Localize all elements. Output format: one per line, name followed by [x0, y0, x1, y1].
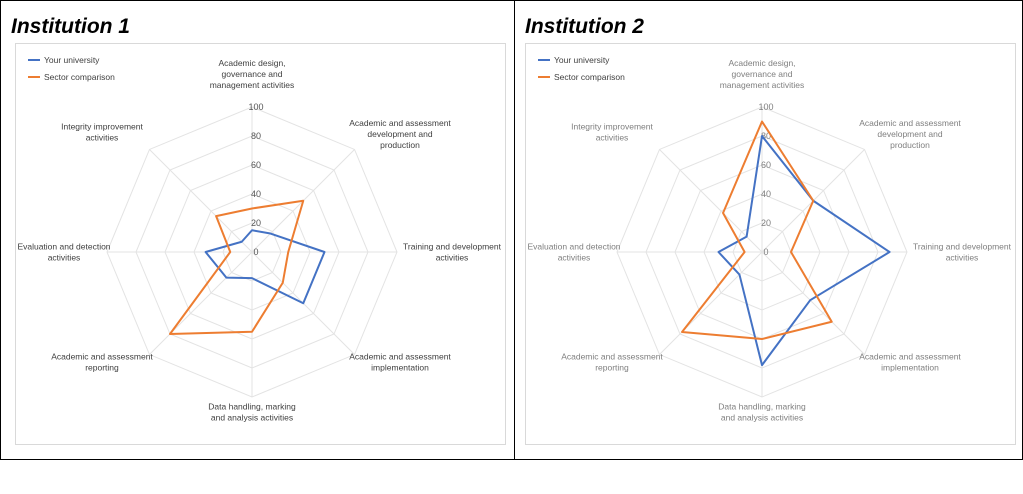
series-your-university-line	[717, 135, 891, 367]
institution-1-panel: Institution 1 0 20 40 60 80 100 Academic desig…	[0, 0, 515, 460]
axis-label-4: Academic and assessment implementation	[859, 352, 961, 373]
axis-label-8: Integrity improvement activities	[571, 122, 653, 143]
axis-label-8: Integrity improvement activities	[61, 122, 143, 143]
tick-label: 100	[248, 102, 263, 112]
axis-label-1: Academic design, governance and management…	[210, 58, 295, 90]
legend-label: Your university	[554, 55, 610, 65]
legend-label: Your university	[44, 55, 100, 65]
axis-label-6: Academic and assessment reporting	[51, 352, 153, 373]
axis-label-3: Training and development activities	[403, 242, 502, 263]
tick-label: 0	[253, 247, 258, 257]
axis-label-2: Academic and assessment development and pr…	[349, 118, 451, 150]
tick-label: 40	[761, 189, 771, 199]
axis-label-7: Evaluation and detection activities	[17, 242, 110, 263]
legend-label: Sector comparison	[554, 72, 625, 82]
institution-2-chart-frame: 0 20 40 60 80 100 Academic design, governance a…	[525, 43, 1016, 445]
axis-label-4: Academic and assessment implementation	[349, 352, 451, 373]
tick-label: 60	[251, 160, 261, 170]
tick-label: 40	[251, 189, 261, 199]
grid-spoke	[659, 149, 763, 253]
radar-grid	[106, 106, 398, 398]
axis-label-1: Academic design, governance and management…	[720, 58, 805, 90]
radar-grid	[616, 106, 908, 398]
tick-label: 80	[251, 131, 261, 141]
institution-2-panel: Institution 2 0 20 40 60 80 100 Academic desig…	[514, 0, 1023, 460]
institution-1-chart-frame: 0 20 40 60 80 100 Academic design, governance a…	[15, 43, 506, 445]
axis-label-5: Data handling, marking and analysis activ…	[208, 402, 296, 423]
axis-label-7: Evaluation and detection activities	[527, 242, 620, 263]
series-sector-comparison-line	[681, 120, 833, 340]
institution-2-radar-chart: 0 20 40 60 80 100 Academic design, governance a…	[527, 55, 1012, 423]
tick-label: 20	[251, 218, 261, 228]
grid-spoke	[149, 149, 253, 253]
legend-label: Sector comparison	[44, 72, 115, 82]
tick-label: 100	[758, 102, 773, 112]
series-your-university-line	[204, 229, 326, 305]
series-sector-comparison-line	[168, 199, 305, 336]
institution-1-title: Institution 1	[11, 15, 130, 38]
grid-spoke	[149, 251, 253, 355]
institution-1-radar-chart: 0 20 40 60 80 100 Academic design, governance a…	[17, 55, 502, 423]
tick-label: 20	[761, 218, 771, 228]
axis-label-6: Academic and assessment reporting	[561, 352, 663, 373]
tick-label: 60	[761, 160, 771, 170]
institution-2-title: Institution 2	[525, 15, 644, 38]
axis-label-2: Academic and assessment development and pr…	[859, 118, 961, 150]
axis-label-3: Training and development activities	[913, 242, 1012, 263]
tick-label: 80	[761, 131, 771, 141]
grid-spoke	[659, 251, 763, 355]
tick-label: 0	[763, 247, 768, 257]
grid-spoke	[761, 251, 865, 355]
axis-label-5: Data handling, marking and analysis activ…	[718, 402, 806, 423]
